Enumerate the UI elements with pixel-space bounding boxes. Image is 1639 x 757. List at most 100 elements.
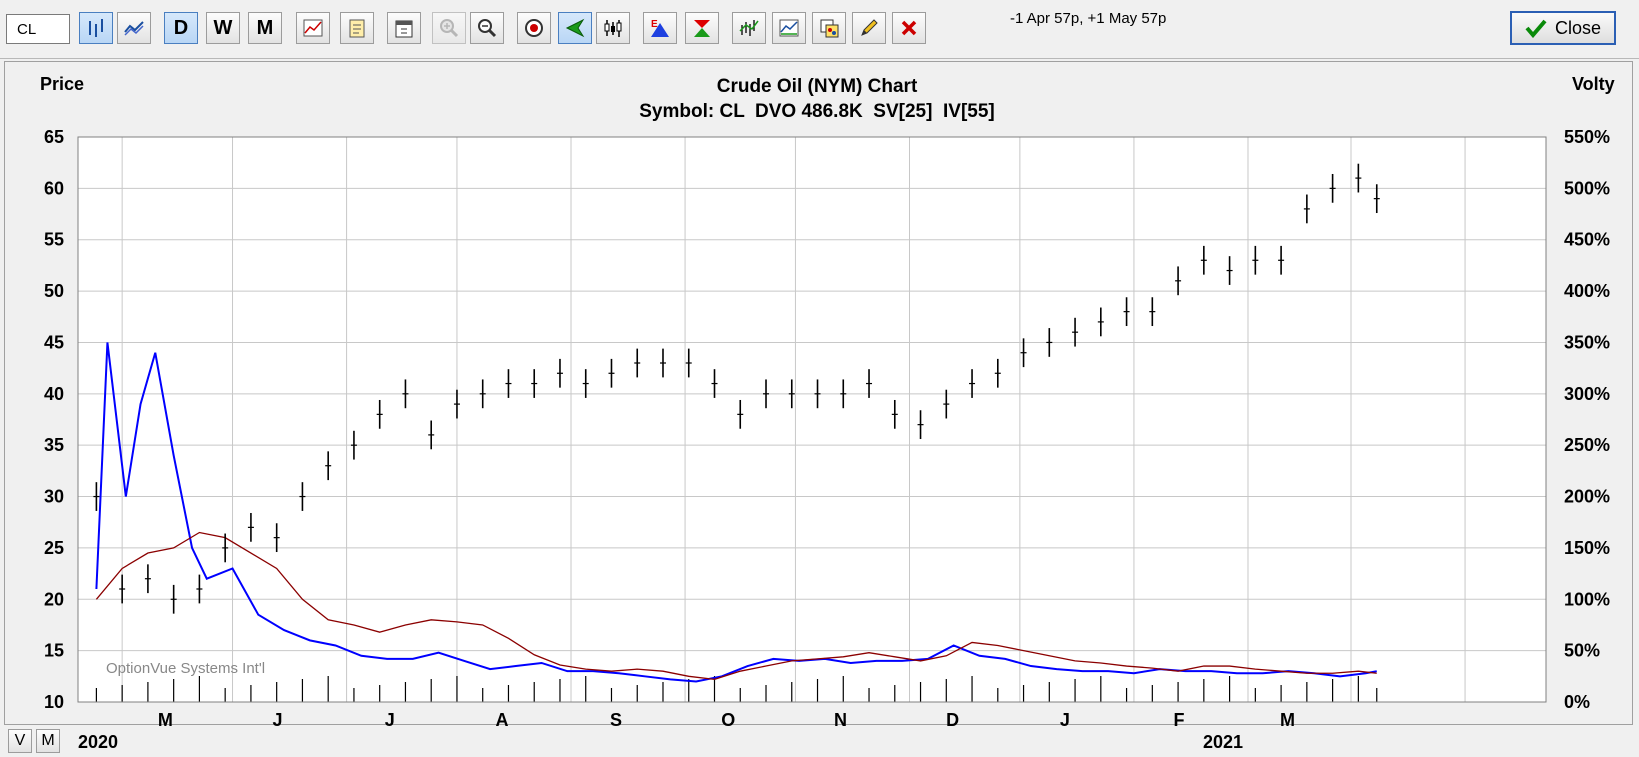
price-bars (93, 163, 1380, 614)
year-label-2020: 2020 (78, 732, 118, 752)
y-tick-label: 60 (44, 178, 64, 198)
monthly-period-button[interactable]: M (248, 12, 282, 44)
calendar-icon (395, 20, 413, 38)
plot-area (78, 137, 1546, 702)
m-label: M (41, 732, 55, 749)
candle-bars-button[interactable] (596, 12, 630, 44)
studies-button[interactable] (732, 12, 766, 44)
events-button[interactable]: E (643, 12, 677, 44)
zoom-out-icon (478, 19, 497, 38)
x-month-label: J (1060, 710, 1070, 730)
calendar-button[interactable] (387, 12, 421, 44)
line-chart-button[interactable] (117, 12, 151, 44)
grid-chart-icon (303, 19, 323, 37)
hourglass-icon (694, 20, 710, 37)
x-month-label: S (610, 710, 622, 730)
x-month-label: D (946, 710, 959, 730)
daily-period-button[interactable]: D (164, 12, 198, 44)
chart-settings-button[interactable] (296, 12, 330, 44)
study-bars-icon (739, 20, 759, 36)
red-x-icon (901, 20, 917, 36)
volume-toggle-button[interactable]: V (8, 729, 32, 753)
bar-chart-icon (89, 19, 103, 37)
sv-line (95, 531, 1377, 681)
y2-tick-label: 50% (1564, 641, 1600, 661)
checkmark-icon (1525, 19, 1547, 38)
y2-tick-label: 150% (1564, 538, 1610, 558)
y2-tick-label: 450% (1564, 230, 1610, 250)
y2-tick-label: 100% (1564, 589, 1610, 609)
chart-title: Crude Oil (NYM) Chart (717, 76, 918, 97)
events-triangle-icon: E (651, 19, 669, 37)
chart-subtitle: Symbol: CL DVO 486.8K SV[25] IV[55] (639, 101, 994, 122)
moving-avg-toggle-button[interactable]: M (36, 729, 60, 753)
draw-button[interactable] (852, 12, 886, 44)
target-icon (525, 19, 543, 37)
line-chart-icon (124, 21, 144, 36)
y-tick-label: 40 (44, 384, 64, 404)
notepad-icon (349, 19, 365, 38)
volume-bars (95, 676, 1378, 702)
volatility-lines (95, 342, 1377, 683)
y2-tick-label: 500% (1564, 178, 1610, 198)
y-tick-label: 50 (44, 281, 64, 301)
x-month-label: N (834, 710, 847, 730)
target-button[interactable] (517, 12, 551, 44)
green-arrow-icon (565, 18, 585, 38)
axes: 10 0%15 50%20 100%25 150%30 200%35 250%40 300%4… (44, 127, 1610, 730)
watermark: OptionVue Systems Int'l (106, 660, 265, 677)
monthly-label: M (256, 16, 274, 39)
x-month-label: M (1280, 710, 1295, 730)
y-tick-label: 25 (44, 538, 64, 558)
x-month-label: O (721, 710, 735, 730)
position-spread-text: -1 Apr 57p, +1 May 57p (1010, 10, 1167, 27)
close-button[interactable]: Close (1510, 11, 1616, 45)
y2-tick-label: 250% (1564, 435, 1610, 455)
zoom-in-button[interactable] (432, 12, 466, 44)
year-label-2021: 2021 (1203, 732, 1243, 752)
y-tick-label: 10 (44, 692, 64, 712)
toolbar: D W M E -1 Apr 57p, +1 May 57p (0, 0, 1639, 59)
zoom-out-button[interactable] (470, 12, 504, 44)
delete-button[interactable] (892, 12, 926, 44)
plot-border (77, 136, 1547, 703)
y-tick-label: 35 (44, 435, 64, 455)
y2-axis-label: Volty (1572, 74, 1615, 94)
edit-data-button[interactable] (340, 12, 374, 44)
color-settings-button[interactable] (812, 12, 846, 44)
zoom-in-icon (440, 19, 459, 38)
indicator-chart-icon (779, 19, 799, 37)
candles-icon (604, 20, 622, 37)
y-tick-label: 20 (44, 589, 64, 609)
indicator-button[interactable] (772, 12, 806, 44)
gridlines (78, 136, 1546, 703)
bar-chart-button[interactable] (79, 12, 113, 44)
y-tick-label: 45 (44, 332, 64, 352)
svg-text:E: E (651, 19, 658, 30)
x-month-label: M (158, 710, 173, 730)
daily-label: D (173, 16, 189, 39)
trade-arrow-button[interactable] (558, 12, 592, 44)
y-axis-label: Price (40, 74, 84, 94)
y2-tick-label: 0% (1564, 692, 1590, 712)
pencil-icon (861, 19, 878, 36)
y2-tick-label: 200% (1564, 487, 1610, 507)
x-month-label: A (495, 710, 508, 730)
y-tick-label: 15 (44, 641, 64, 661)
symbol-input[interactable] (6, 14, 70, 44)
y2-tick-label: 550% (1564, 127, 1610, 147)
x-month-label: J (385, 710, 395, 730)
close-label: Close (1554, 17, 1602, 38)
y-tick-label: 65 (44, 127, 64, 147)
x-month-label: F (1173, 710, 1184, 730)
palette-icon (820, 19, 839, 38)
y-tick-label: 55 (44, 230, 64, 250)
x-month-label: J (273, 710, 283, 730)
weekly-period-button[interactable]: W (206, 12, 240, 44)
y2-tick-label: 300% (1564, 384, 1610, 404)
y2-tick-label: 400% (1564, 281, 1610, 301)
dividends-button[interactable] (685, 12, 719, 44)
weekly-label: W (213, 16, 233, 39)
y2-tick-label: 350% (1564, 332, 1610, 352)
